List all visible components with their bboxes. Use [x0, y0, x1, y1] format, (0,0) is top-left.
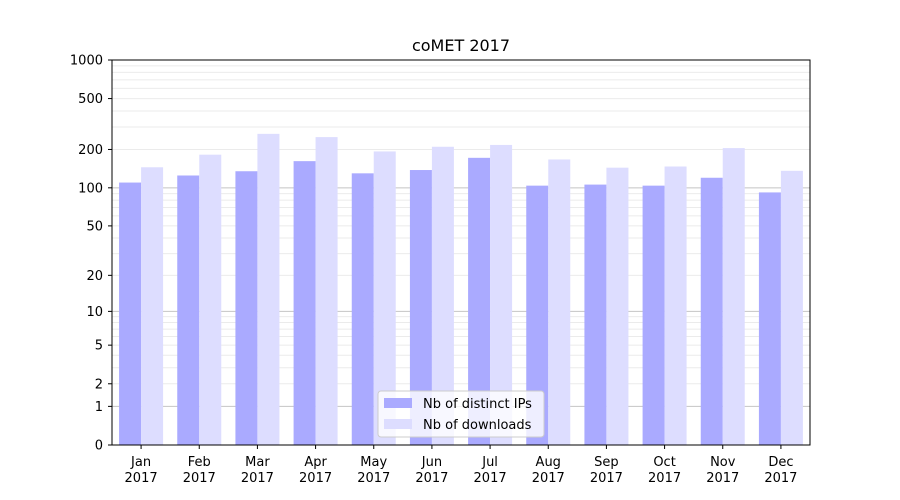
y-tick-label: 5: [95, 339, 103, 354]
legend-swatch-ips: [384, 398, 412, 408]
x-tick-label: Sep 2017: [590, 455, 623, 486]
x-tick-label: Jul 2017: [474, 455, 507, 486]
bar-ips-2: [235, 171, 258, 445]
x-axis: Jan 2017 Feb 2017 Mar 2017 Apr 2017 May 2017 Jun 20…: [125, 445, 797, 486]
y-tick-label: 20: [86, 269, 103, 284]
y-axis: 0 1 2 5 10 20 50 100 200 500 1000: [70, 54, 112, 454]
bar-ips-1: [177, 175, 200, 445]
bar-ips-9: [642, 185, 665, 446]
chart-title: coMET 2017: [412, 36, 510, 55]
bar-ips-10: [700, 177, 723, 446]
y-tick-label: 2: [95, 377, 103, 392]
bar-ips-5: [409, 170, 432, 445]
y-tick-label: 200: [78, 143, 103, 158]
x-tick-label: Oct 2017: [648, 455, 681, 486]
legend-box: [377, 390, 545, 438]
x-tick-label: Jan 2017: [125, 455, 158, 486]
bar-downloads-11: [780, 170, 803, 445]
x-tick-label: Jun 2017: [415, 455, 448, 486]
y-tick-label: 1000: [70, 54, 103, 69]
bar-ips-4: [351, 173, 374, 446]
bar-downloads-0: [141, 167, 164, 446]
x-tick-label: Aug 2017: [532, 455, 565, 486]
bar-downloads-10: [722, 148, 745, 445]
bar-downloads-1: [199, 154, 222, 445]
x-tick-label: Nov 2017: [706, 455, 739, 486]
bar-ips-8: [584, 184, 607, 445]
bar-ips-7: [526, 185, 549, 446]
bar-ips-0: [119, 182, 142, 445]
y-tick-label: 10: [86, 305, 103, 320]
y-tick-label: 50: [86, 219, 103, 234]
legend: Nb of distinct IPs Nb of downloads: [377, 390, 545, 438]
bar-downloads-7: [548, 159, 571, 445]
x-tick-label: Apr 2017: [299, 455, 332, 486]
y-tick-label: 500: [78, 92, 103, 107]
x-tick-label: Mar 2017: [241, 455, 274, 486]
x-tick-label: May 2017: [357, 455, 390, 486]
plot-area-frame: [111, 59, 811, 446]
y-tick-label: 1: [95, 400, 103, 415]
x-tick-label: Feb 2017: [183, 455, 216, 486]
bar-downloads-4: [373, 151, 396, 445]
legend-label-ips: Nb of distinct IPs: [423, 397, 532, 412]
bar-ips-3: [293, 161, 316, 445]
bar-ips-6: [468, 157, 491, 446]
bar-downloads-9: [664, 166, 687, 445]
legend-swatch-downloads: [384, 419, 412, 429]
bar-downloads-3: [315, 137, 338, 445]
bar-downloads-5: [431, 146, 454, 445]
legend-label-downloads: Nb of downloads: [423, 418, 532, 433]
bars: [119, 133, 803, 446]
bar-downloads-2: [257, 133, 280, 446]
bar-downloads-6: [490, 144, 513, 445]
x-tick-label: Dec 2017: [764, 455, 797, 486]
y-tick-label: 0: [95, 439, 103, 454]
bar-downloads-8: [606, 167, 629, 446]
y-tick-label: 100: [78, 181, 103, 196]
bar-ips-11: [758, 192, 781, 445]
